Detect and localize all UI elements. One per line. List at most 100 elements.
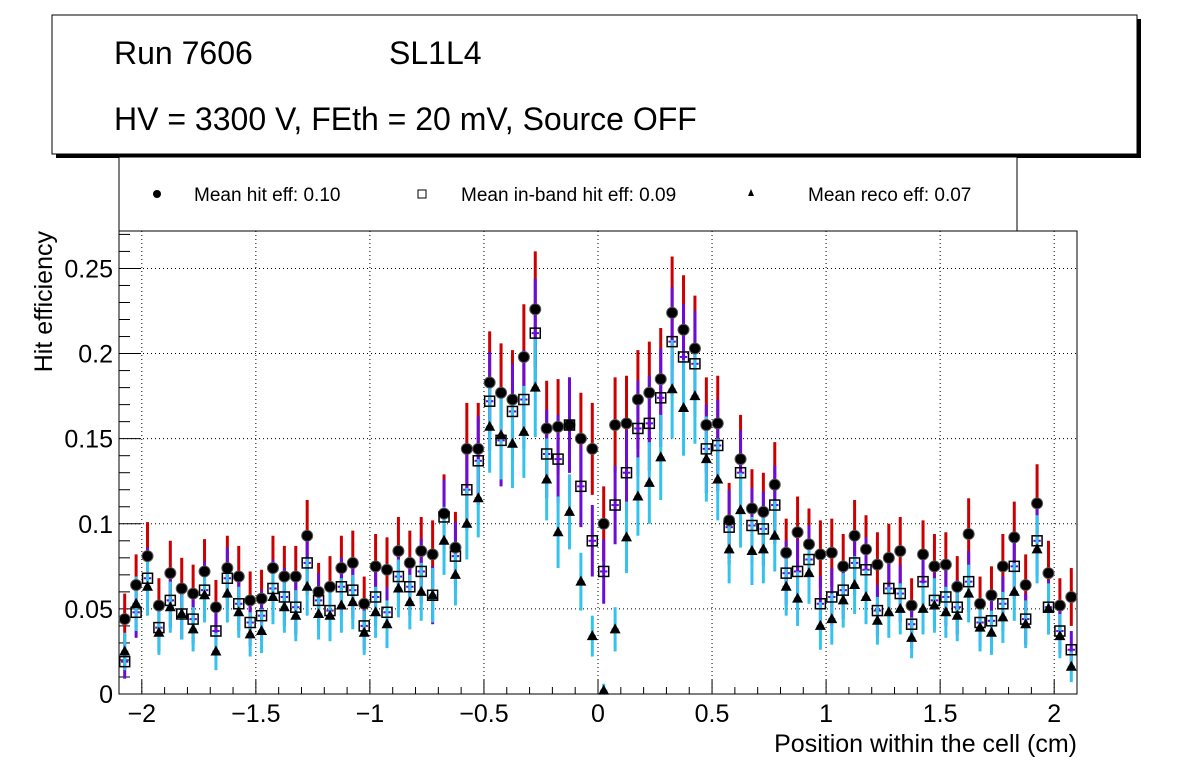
point-hit-eff — [609, 419, 622, 432]
point-reco-eff — [278, 601, 290, 612]
point-hit-eff — [369, 560, 382, 573]
point-hit-eff — [574, 432, 587, 445]
point-inband-eff — [369, 591, 382, 603]
point-reco-eff — [495, 429, 507, 440]
legend-marker-circle — [153, 190, 161, 198]
point-hit-eff — [529, 303, 542, 316]
axes: −2 −1.5 −1 −0.5 0 0.5 1 1.5 2 0 0.05 0.1 0.15 0.2 0.25 — [64, 233, 1078, 728]
point-reco-eff — [358, 626, 370, 637]
point-reco-eff — [552, 526, 564, 537]
point-inband-eff — [563, 419, 576, 431]
point-inband-eff — [814, 598, 827, 610]
point-inband-eff — [632, 422, 644, 435]
point-hit-eff — [631, 393, 644, 406]
point-reco-eff — [438, 534, 450, 545]
point-reco-eff — [404, 596, 416, 607]
point-inband-eff — [826, 591, 838, 603]
point-hit-eff — [232, 570, 245, 583]
point-reco-eff — [347, 596, 359, 607]
point-reco-eff — [301, 580, 313, 591]
point-reco-eff — [894, 602, 906, 613]
point-inband-eff — [677, 351, 690, 363]
point-hit-eff — [871, 558, 884, 571]
point-reco-eff — [529, 381, 541, 392]
point-reco-eff — [313, 607, 325, 618]
point-inband-eff — [449, 550, 462, 562]
point-reco-eff — [780, 580, 792, 591]
point-hit-eff — [688, 342, 701, 355]
y-tick-label: 0.25 — [64, 255, 113, 283]
legend-marker-square — [417, 189, 427, 199]
point-inband-eff — [1065, 643, 1078, 656]
x-tick-label: 1 — [819, 700, 833, 728]
point-hit-eff — [1031, 497, 1044, 510]
point-hit-eff — [768, 478, 781, 491]
point-hit-eff — [198, 565, 211, 578]
point-reco-eff — [746, 545, 758, 556]
point-reco-eff — [700, 453, 712, 464]
point-inband-eff — [210, 625, 222, 637]
legend-marker-triangle — [748, 189, 754, 196]
legend-frame — [118, 156, 1018, 232]
x-tick-label: 0 — [591, 700, 605, 728]
point-inband-eff — [221, 572, 234, 584]
point-inband-eff — [278, 591, 291, 603]
point-reco-eff — [153, 626, 165, 637]
point-reco-eff — [814, 619, 826, 630]
point-inband-eff — [746, 519, 758, 532]
point-inband-eff — [780, 567, 792, 579]
point-hit-eff — [654, 373, 667, 386]
point-inband-eff — [848, 557, 861, 569]
point-inband-eff — [643, 417, 656, 430]
point-reco-eff — [586, 630, 598, 641]
point-hit-eff — [985, 589, 998, 602]
point-reco-eff — [506, 437, 518, 448]
point-hit-eff — [586, 442, 599, 455]
point-reco-eff — [164, 601, 176, 612]
point-inband-eff — [666, 335, 678, 348]
point-inband-eff — [312, 594, 325, 607]
point-reco-eff — [735, 504, 747, 515]
point-reco-eff — [1020, 618, 1032, 629]
point-inband-eff — [791, 565, 804, 578]
point-reco-eff — [1042, 602, 1054, 613]
y-tick-label: 0.05 — [64, 596, 113, 624]
point-hit-eff — [1042, 567, 1055, 580]
point-reco-eff — [484, 420, 496, 431]
point-hit-eff — [255, 592, 268, 605]
point-reco-eff — [963, 587, 975, 598]
point-inband-eff — [506, 405, 519, 418]
point-hit-eff — [381, 563, 394, 576]
point-reco-eff — [643, 476, 655, 487]
point-reco-eff — [655, 451, 667, 462]
point-hit-eff — [426, 548, 439, 561]
point-hit-eff — [780, 546, 793, 559]
legend-label-inband: Mean in-band hit eff: 0.09 — [461, 185, 676, 206]
title-conditions: HV = 3300 V, FEth = 20 mV, Source OFF — [114, 101, 697, 137]
point-hit-eff — [460, 442, 473, 455]
point-reco-eff — [871, 614, 883, 625]
point-hit-eff — [449, 541, 462, 554]
point-reco-eff — [575, 575, 587, 586]
legend-label-hit: Mean hit eff: 0.10 — [194, 185, 340, 206]
x-tick-label: −1.5 — [231, 700, 280, 728]
point-reco-eff — [427, 589, 439, 600]
point-reco-eff — [415, 585, 427, 596]
point-hit-eff — [289, 570, 302, 583]
point-inband-eff — [905, 618, 918, 630]
point-inband-eff — [529, 327, 542, 339]
point-reco-eff — [723, 543, 735, 554]
point-hit-eff — [745, 502, 758, 515]
point-reco-eff — [244, 628, 256, 639]
point-hit-eff — [164, 567, 177, 580]
point-reco-eff — [883, 606, 895, 617]
point-hit-eff — [187, 587, 200, 600]
point-reco-eff — [199, 589, 211, 600]
point-hit-eff — [152, 599, 165, 612]
point-inband-eff — [438, 511, 450, 523]
point-hit-eff — [312, 585, 325, 598]
point-reco-eff — [1008, 585, 1020, 596]
point-reco-eff — [392, 582, 404, 593]
point-hit-eff — [415, 545, 428, 558]
point-hit-eff — [802, 538, 815, 551]
